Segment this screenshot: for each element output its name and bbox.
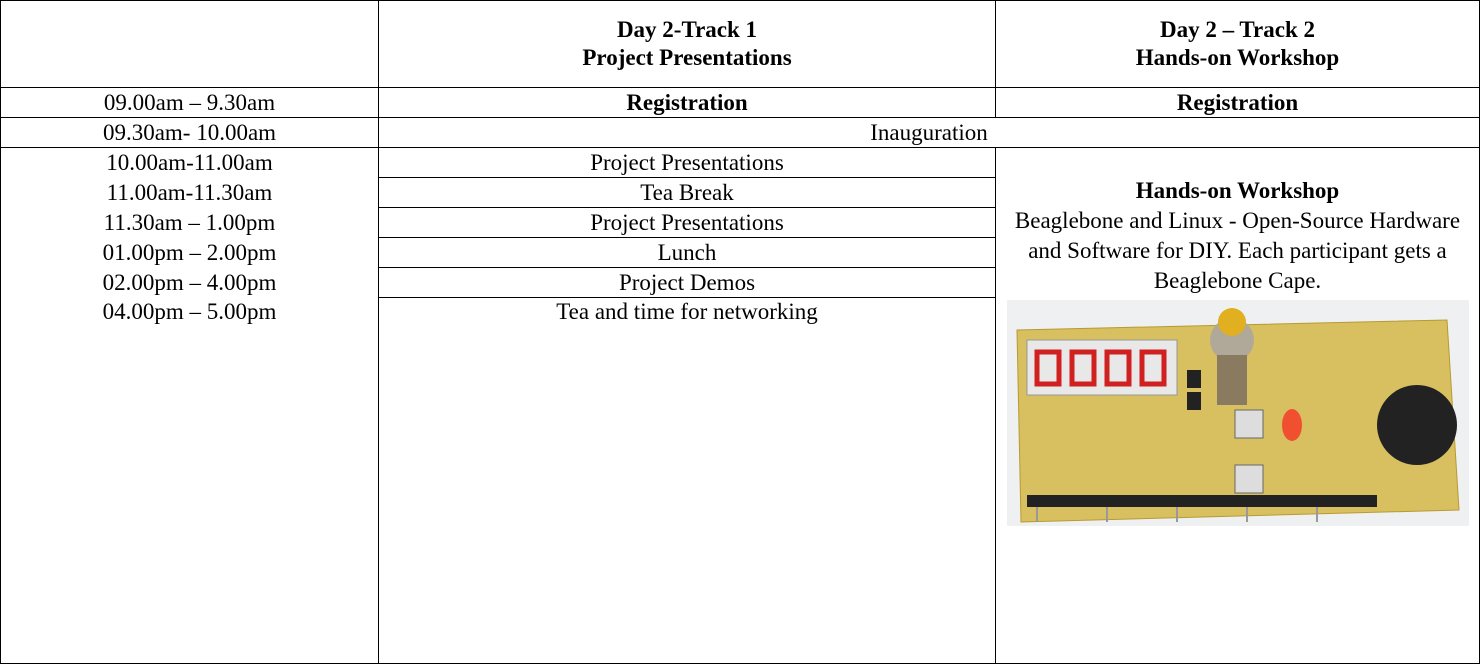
session-cell: Tea Break bbox=[378, 177, 996, 208]
time-cell: 09.00am – 9.30am bbox=[0, 87, 379, 118]
row: 09.30am- 10.00am Inauguration bbox=[0, 117, 1480, 148]
board-photo bbox=[1006, 300, 1469, 526]
row: 11.30am – 1.00pm Project Presentations bbox=[0, 207, 1480, 238]
corner-cell bbox=[0, 0, 379, 88]
header-subtitle: Project Presentations bbox=[582, 45, 792, 70]
session-cell: Project Presentations bbox=[378, 147, 996, 178]
header-title: Day 2-Track 1 bbox=[616, 17, 758, 42]
time-cell: 11.00am-11.30am bbox=[0, 177, 379, 208]
time-cell: 04.00pm – 5.00pm bbox=[0, 297, 379, 664]
session-cell: Tea and time for networking bbox=[378, 297, 996, 664]
time-cell: 11.30am – 1.00pm bbox=[0, 207, 379, 238]
session-cell: Project Demos bbox=[378, 267, 996, 298]
header-subtitle: Hands-on Workshop bbox=[1135, 45, 1340, 70]
time-cell: 02.00pm – 4.00pm bbox=[0, 267, 379, 298]
session-cell: Project Presentations bbox=[378, 207, 996, 238]
time-cell: 01.00pm – 2.00pm bbox=[0, 237, 379, 268]
row: 10.00am-11.00am Project Presentations Ha… bbox=[0, 147, 1480, 664]
workshop-cell: Hands-on Workshop Beaglebone and Linux -… bbox=[995, 147, 1480, 664]
row: 04.00pm – 5.00pm Tea and time for networ… bbox=[0, 297, 1480, 664]
workshop-description: Beaglebone and Linux - Open-Source Hardw… bbox=[1014, 208, 1461, 293]
row: 02.00pm – 4.00pm Project Demos bbox=[0, 267, 1480, 298]
session-cell: Registration bbox=[378, 87, 996, 118]
session-cell: Inauguration bbox=[378, 117, 1480, 148]
session-cell: Lunch bbox=[378, 237, 996, 268]
time-cell: 09.30am- 10.00am bbox=[0, 117, 379, 148]
session-cell: Registration bbox=[995, 87, 1480, 118]
header-title: Day 2 – Track 2 bbox=[1159, 17, 1316, 42]
row: 09.00am – 9.30am Registration Registrati… bbox=[0, 87, 1480, 118]
time-cell: 10.00am-11.00am bbox=[0, 147, 379, 178]
header-row: Day 2-Track 1 Project Presentations Day 2… bbox=[0, 0, 1480, 88]
header-cell: Day 2 – Track 2 Hands-on Workshop bbox=[995, 0, 1480, 88]
header-cell: Day 2-Track 1 Project Presentations bbox=[378, 0, 996, 88]
row: 11.00am-11.30am Tea Break bbox=[0, 177, 1480, 208]
row: 01.00pm – 2.00pm Lunch bbox=[0, 237, 1480, 268]
workshop-title: Hands-on Workshop bbox=[1135, 178, 1340, 203]
